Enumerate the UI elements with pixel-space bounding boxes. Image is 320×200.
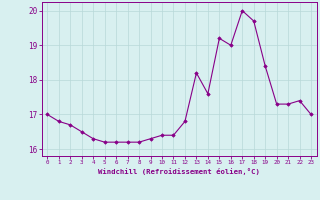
X-axis label: Windchill (Refroidissement éolien,°C): Windchill (Refroidissement éolien,°C): [98, 168, 260, 175]
